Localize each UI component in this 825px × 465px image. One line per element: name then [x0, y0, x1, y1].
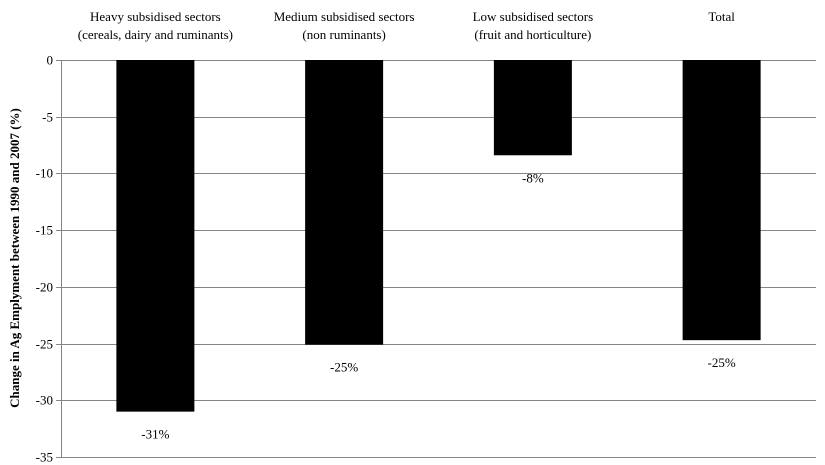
bars	[116, 60, 761, 412]
bar	[305, 60, 384, 345]
category-label: Total	[708, 9, 735, 24]
y-tick-label: -35	[36, 450, 53, 465]
category-label: Low subsidised sectors	[473, 9, 594, 24]
data-label: -25%	[708, 355, 736, 370]
y-tick-label: -25	[36, 337, 53, 352]
category-label: Heavy subsidised sectors	[90, 9, 221, 24]
category-labels: Heavy subsidised sectors (cereals, dairy …	[78, 9, 736, 42]
data-label: -25%	[330, 360, 358, 375]
data-label: -8%	[522, 170, 544, 185]
bar	[116, 60, 195, 412]
y-tick-label: -5	[42, 110, 53, 125]
bar	[493, 60, 572, 156]
y-tick-label: 0	[47, 53, 54, 68]
y-axis: 0 -5 -10 -15 -20 -25 -30 -35	[36, 53, 62, 465]
y-axis-title: Change in Ag Emplyment between 1990 and …	[7, 108, 22, 408]
category-label: (non ruminants)	[302, 27, 385, 42]
category-label: Medium subsidised sectors	[274, 9, 415, 24]
data-label: -31%	[141, 427, 169, 442]
y-tick-label: -30	[36, 393, 53, 408]
bar	[682, 60, 761, 341]
category-label: (fruit and horticulture)	[474, 27, 591, 42]
category-label: (cereals, dairy and ruminants)	[78, 27, 233, 42]
y-tick-label: -10	[36, 166, 53, 181]
data-labels: -31% -25% -8% -25%	[141, 170, 736, 441]
y-tick-label: -20	[36, 280, 53, 295]
y-tick-label: -15	[36, 223, 53, 238]
